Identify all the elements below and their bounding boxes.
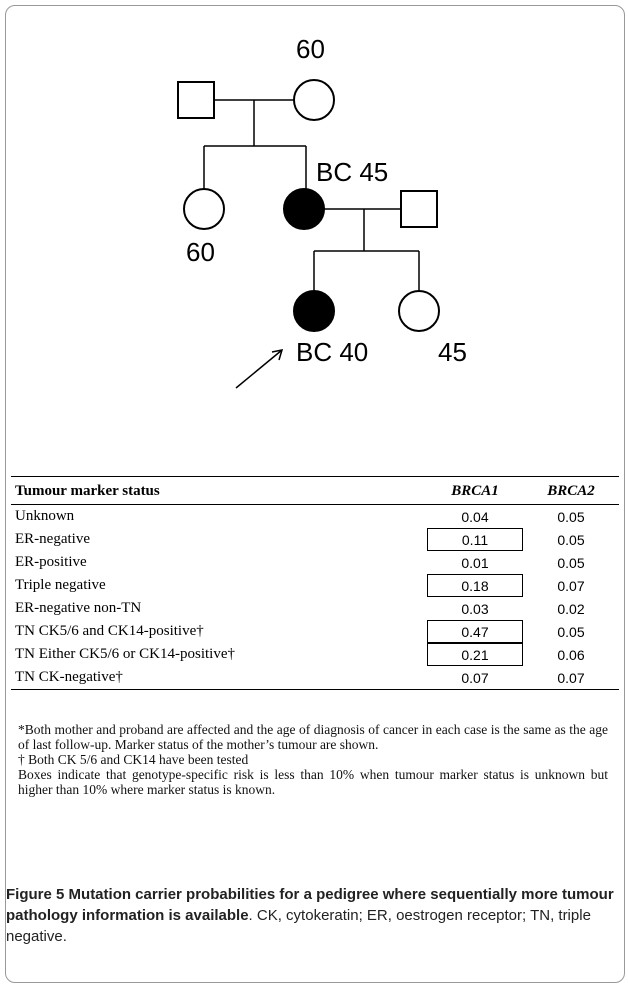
probability-cell: 0.18 bbox=[427, 574, 523, 597]
female-mother-affected bbox=[283, 188, 325, 230]
table-row: Triple negative 0.18 0.07 bbox=[11, 574, 619, 597]
female-sister bbox=[398, 290, 440, 332]
diagnosis-label: BC 45 bbox=[316, 157, 388, 187]
header-cell: Tumour marker status bbox=[11, 476, 427, 505]
probability-cell: 0.03 bbox=[461, 600, 489, 617]
probability-cell: 0.21 bbox=[427, 643, 523, 666]
row-label: ER-negative bbox=[15, 531, 90, 547]
caption-title: Mutation carrier probabilities for a ped… bbox=[6, 886, 614, 924]
table-row: TN CK5/6 and CK14-positive† 0.47 0.05 bbox=[11, 620, 619, 643]
female-aunt bbox=[183, 188, 225, 230]
note: † Both CK 5/6 and CK14 have been tested bbox=[18, 752, 249, 767]
probability-cell: 0.07 bbox=[557, 577, 585, 594]
pedigree: 60 BC 45 60 BC 40 45 bbox=[177, 34, 467, 389]
probability-cell: 0.05 bbox=[557, 623, 585, 640]
probability-cell: 0.02 bbox=[557, 600, 585, 617]
row-label: Unknown bbox=[15, 508, 75, 524]
age-label: 45 bbox=[438, 337, 467, 367]
caption-label: Figure 5 bbox=[6, 886, 65, 903]
age-label: 60 bbox=[186, 237, 215, 267]
header-cell: BRCA2 bbox=[523, 476, 619, 505]
probability-cell: 0.11 bbox=[427, 528, 523, 551]
probability-cell: 0.05 bbox=[557, 508, 585, 525]
header-cell: BRCA1 bbox=[427, 476, 523, 505]
arrow-head bbox=[271, 349, 284, 361]
diagnosis-label: BC 40 bbox=[296, 337, 368, 367]
probability-cell: 0.05 bbox=[557, 531, 585, 548]
proband-arrow bbox=[235, 349, 283, 389]
probability-cell: 0.01 bbox=[461, 554, 489, 571]
note: Boxes indicate that genotype-specific ri… bbox=[18, 767, 608, 797]
probability-cell: 0.05 bbox=[557, 554, 585, 571]
row-label: Triple negative bbox=[15, 577, 106, 593]
probability-cell: 0.06 bbox=[557, 646, 585, 663]
row-label: ER-positive bbox=[15, 554, 87, 570]
probability-cell: 0.07 bbox=[523, 666, 619, 690]
table-body: Unknown 0.04 0.05 ER-negative 0.11 0.05 ER-pos… bbox=[11, 505, 619, 690]
row-label: ER-negative non-TN bbox=[15, 600, 142, 616]
caption-text: . CK, cytokeratin; ER, oestrogen recepto… bbox=[6, 907, 591, 945]
table-row: Unknown 0.04 0.05 bbox=[11, 505, 619, 529]
row-label: TN Either CK5/6 or CK14-positive† bbox=[15, 646, 235, 662]
table-notes: *Both mother and proband are affected an… bbox=[18, 722, 608, 797]
table-row: TN Either CK5/6 or CK14-positive† 0.21 0.0… bbox=[11, 643, 619, 666]
note: *Both mother and proband are affected an… bbox=[18, 722, 608, 752]
probability-cell: 0.07 bbox=[427, 666, 523, 690]
table-row: ER-negative non-TN 0.03 0.02 bbox=[11, 597, 619, 620]
age-label: 60 bbox=[296, 34, 325, 64]
probability-cell: 0.04 bbox=[461, 508, 489, 525]
figure-caption: Figure 5 Mutation carrier probabilities … bbox=[6, 884, 616, 947]
table-row: ER-negative 0.11 0.05 bbox=[11, 528, 619, 551]
female-proband-affected bbox=[293, 290, 335, 332]
row-label: TN CK5/6 and CK14-positive† bbox=[15, 623, 204, 639]
probability-table: Tumour marker status BRCA1 BRCA2 Unknown… bbox=[11, 476, 619, 690]
table-row: ER-positive 0.01 0.05 bbox=[11, 551, 619, 574]
figure-frame: 60 BC 45 60 BC 40 45 Tumour marker statu… bbox=[5, 5, 625, 983]
probability-cell: 0.47 bbox=[427, 620, 523, 643]
male-grandfather bbox=[177, 81, 215, 119]
male-father bbox=[400, 190, 438, 228]
header-row: Tumour marker status BRCA1 BRCA2 bbox=[11, 476, 619, 505]
female-grandmother bbox=[293, 79, 335, 121]
row-label: TN CK-negative† bbox=[11, 666, 427, 690]
table-row: TN CK-negative† 0.07 0.07 bbox=[11, 666, 619, 690]
